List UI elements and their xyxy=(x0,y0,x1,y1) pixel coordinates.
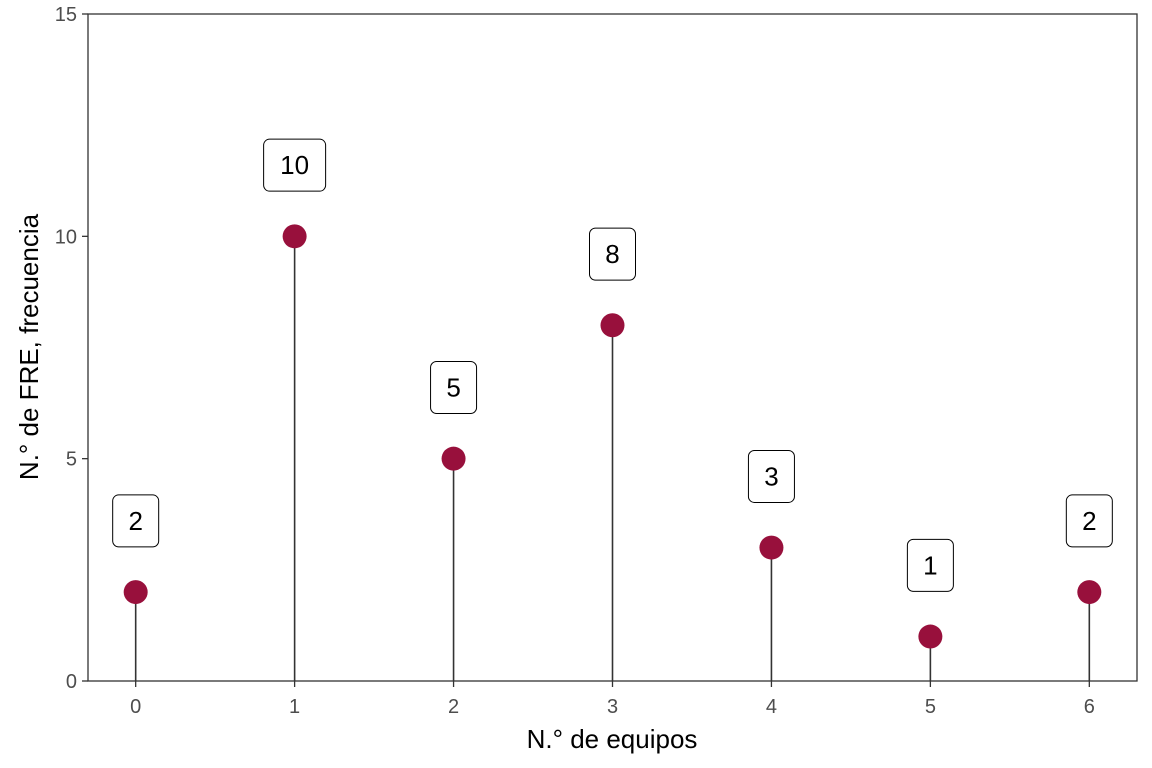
lollipop-point xyxy=(282,224,307,249)
data-label-box xyxy=(430,361,478,415)
lollipop-point xyxy=(123,580,148,605)
lollipop-point xyxy=(441,446,466,471)
data-label-box xyxy=(263,138,327,192)
data-label: 5 xyxy=(446,373,460,403)
x-tick-label: 0 xyxy=(130,696,141,718)
data-label: 1 xyxy=(923,550,937,580)
y-tick-label: 15 xyxy=(55,4,77,26)
x-tick-label: 4 xyxy=(766,696,777,718)
x-tick-label: 6 xyxy=(1084,696,1095,718)
y-tick-label: 0 xyxy=(66,671,77,693)
lollipop-point xyxy=(918,624,943,649)
data-label: 10 xyxy=(280,150,309,180)
y-tick-label: 5 xyxy=(66,449,77,471)
data-label: 2 xyxy=(1082,506,1096,536)
y-axis: 0 5 10 15 xyxy=(55,4,88,693)
data-label: 2 xyxy=(128,506,142,536)
data-label-box xyxy=(589,227,636,281)
y-tick-label: 10 xyxy=(55,226,77,248)
lollipop-point xyxy=(1077,580,1102,605)
x-axis-title: N.° de equipos xyxy=(527,724,698,754)
lollipop-point xyxy=(600,313,625,338)
x-tick-label: 2 xyxy=(448,696,459,718)
x-tick-label: 3 xyxy=(607,696,618,718)
data-label: 8 xyxy=(605,239,619,269)
x-tick-label: 5 xyxy=(925,696,936,718)
data-label-box xyxy=(1065,494,1113,548)
y-axis-title: N.° de FRE, frecuencia xyxy=(14,213,44,480)
data-label: 3 xyxy=(764,461,778,491)
data-marks: 2 10 5 8 3 1 2 xyxy=(112,138,1113,681)
data-label-box xyxy=(747,449,795,503)
lollipop-point xyxy=(759,535,784,560)
data-label-box xyxy=(906,538,954,592)
x-axis: 0 1 2 3 4 5 6 xyxy=(130,681,1095,718)
x-tick-label: 1 xyxy=(289,696,300,718)
data-label-box xyxy=(112,494,160,548)
